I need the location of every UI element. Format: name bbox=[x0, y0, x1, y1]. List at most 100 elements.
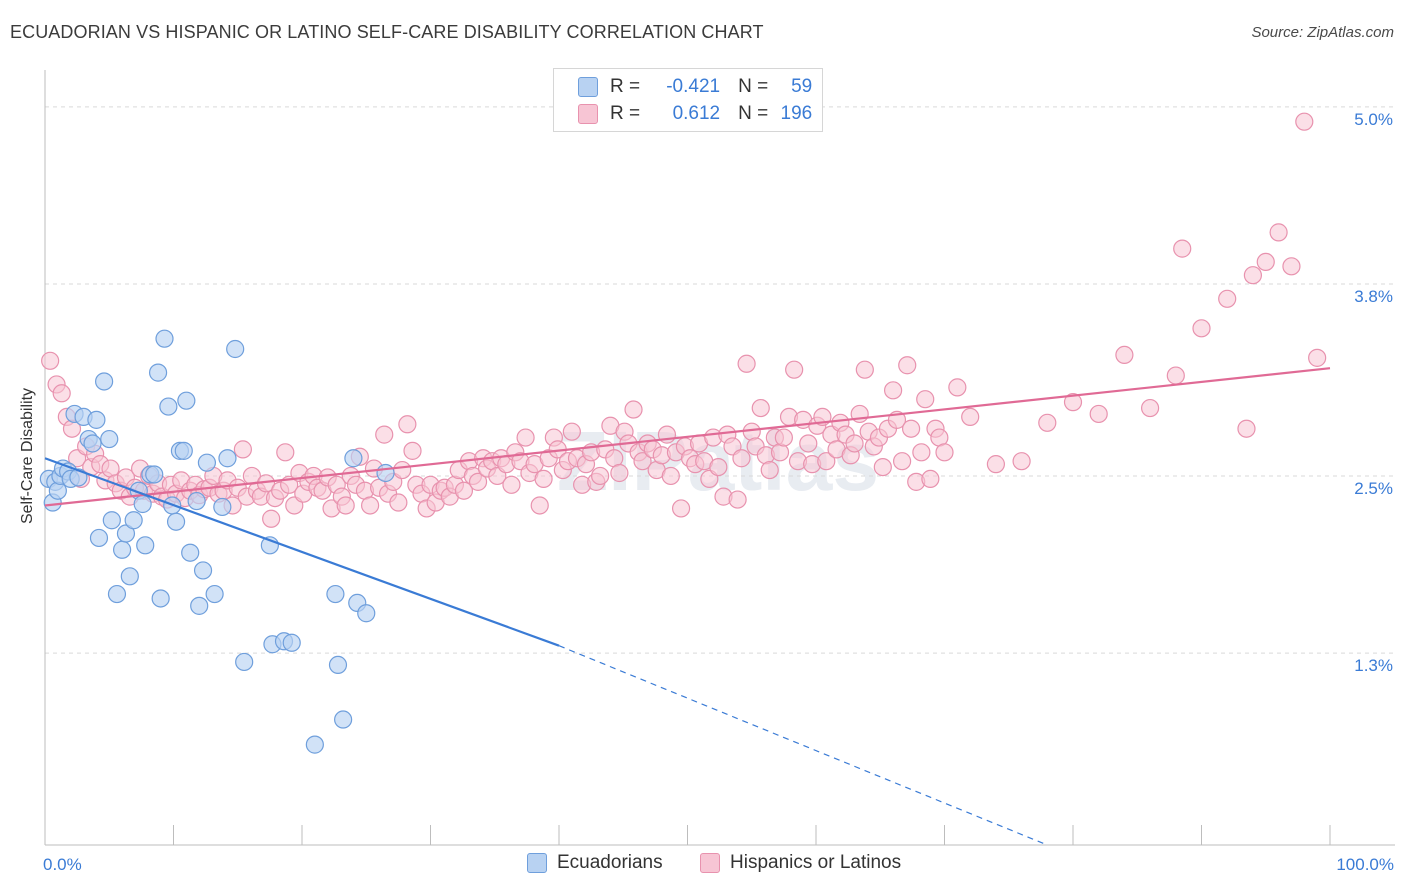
series-legend: Ecuadorians Hispanics or Latinos bbox=[0, 852, 1406, 878]
data-point bbox=[516, 428, 535, 447]
y-tick-labels: 1.3% 2.5% 3.8% 5.0% bbox=[1354, 110, 1393, 675]
data-point bbox=[87, 410, 106, 429]
data-point bbox=[145, 465, 164, 484]
data-point bbox=[52, 384, 71, 403]
data-point bbox=[95, 372, 114, 391]
data-point bbox=[892, 452, 912, 471]
data-point bbox=[174, 441, 193, 460]
data-point bbox=[1115, 345, 1134, 365]
data-point bbox=[218, 449, 237, 468]
source-label: Source: ZipAtlas.com bbox=[1251, 24, 1394, 41]
data-point bbox=[709, 457, 728, 477]
data-point bbox=[334, 710, 353, 729]
data-point bbox=[468, 472, 488, 491]
data-point bbox=[1192, 319, 1211, 338]
y-tick-label: 3.8% bbox=[1354, 287, 1393, 306]
data-point bbox=[344, 449, 363, 468]
data-point bbox=[855, 360, 874, 379]
y-tick-label: 2.5% bbox=[1354, 479, 1393, 498]
data-point bbox=[389, 493, 408, 512]
data-point bbox=[661, 466, 680, 486]
data-point bbox=[205, 584, 224, 604]
data-point bbox=[728, 490, 747, 509]
data-point bbox=[898, 356, 917, 375]
n-value: 59 bbox=[791, 76, 813, 97]
data-point bbox=[197, 453, 217, 472]
data-point bbox=[393, 460, 412, 480]
data-point bbox=[102, 511, 121, 530]
data-point bbox=[181, 543, 200, 562]
grid-lines bbox=[45, 106, 1395, 654]
legend-row-ecuadorians: R = -0.421 N = 59 bbox=[578, 74, 812, 100]
data-point bbox=[233, 440, 252, 459]
data-point bbox=[1282, 257, 1301, 276]
n-value: 196 bbox=[780, 103, 813, 124]
data-point bbox=[112, 540, 132, 559]
data-point bbox=[845, 434, 864, 453]
data-point bbox=[83, 434, 102, 453]
data-point bbox=[100, 429, 119, 449]
pink-swatch bbox=[700, 853, 720, 873]
data-point bbox=[591, 466, 610, 486]
data-point bbox=[921, 469, 940, 489]
pink-swatch bbox=[578, 104, 598, 124]
data-point bbox=[375, 425, 394, 444]
data-point bbox=[912, 443, 931, 462]
data-point bbox=[502, 475, 521, 494]
legend-label: Hispanics or Latinos bbox=[730, 852, 902, 873]
data-point bbox=[916, 390, 935, 409]
data-point bbox=[986, 455, 1006, 474]
stats-legend: R = -0.421 N = 59 R = 0.612 N = 196 bbox=[553, 68, 823, 132]
r-value: 0.612 bbox=[672, 103, 721, 124]
data-point bbox=[751, 398, 770, 418]
r-label: R = bbox=[610, 103, 641, 124]
data-point bbox=[732, 449, 751, 468]
data-point bbox=[1063, 393, 1083, 412]
data-point bbox=[1089, 404, 1108, 424]
data-point bbox=[1269, 223, 1288, 242]
data-point bbox=[1256, 252, 1275, 272]
data-point bbox=[624, 400, 643, 419]
data-point bbox=[213, 497, 232, 517]
data-point bbox=[133, 494, 152, 514]
data-point bbox=[1308, 348, 1327, 367]
x-tick-labels: 0.0% 100.0% bbox=[43, 855, 1394, 874]
regression-lines bbox=[44, 367, 1331, 846]
y-tick-label: 1.3% bbox=[1354, 656, 1393, 675]
data-point bbox=[1243, 266, 1263, 285]
data-point bbox=[89, 528, 109, 548]
r-value: -0.421 bbox=[666, 76, 721, 97]
data-point bbox=[136, 536, 155, 555]
data-point bbox=[193, 561, 213, 580]
data-point bbox=[1237, 419, 1256, 438]
legend-row-hispanics: R = 0.612 N = 196 bbox=[578, 101, 812, 127]
data-point bbox=[276, 443, 295, 462]
data-point bbox=[562, 422, 581, 441]
data-point bbox=[901, 419, 921, 438]
data-point bbox=[883, 381, 903, 400]
hispanic-trend-line bbox=[44, 367, 1331, 507]
x-tick-label: 100.0% bbox=[1336, 855, 1394, 874]
data-point bbox=[235, 652, 254, 672]
data-point bbox=[124, 511, 143, 530]
r-label: R = bbox=[610, 76, 641, 97]
data-point bbox=[1012, 452, 1031, 471]
data-point bbox=[148, 363, 168, 382]
data-point bbox=[262, 509, 281, 528]
data-point bbox=[961, 407, 980, 427]
x-tick-label: 0.0% bbox=[43, 855, 82, 874]
data-point bbox=[190, 596, 209, 615]
data-point bbox=[282, 633, 301, 652]
y-tick-label: 5.0% bbox=[1354, 110, 1393, 129]
data-point bbox=[671, 499, 691, 518]
data-point bbox=[774, 428, 793, 447]
data-point bbox=[328, 655, 348, 675]
axes bbox=[44, 70, 1395, 846]
data-point bbox=[610, 463, 629, 483]
legend-item-ecuadorians: Ecuadorians bbox=[527, 852, 663, 874]
data-point bbox=[1166, 366, 1185, 385]
ecuadorian-trend-extension bbox=[558, 645, 1048, 846]
data-point bbox=[799, 434, 818, 453]
data-point bbox=[873, 457, 892, 477]
data-point bbox=[336, 496, 355, 515]
